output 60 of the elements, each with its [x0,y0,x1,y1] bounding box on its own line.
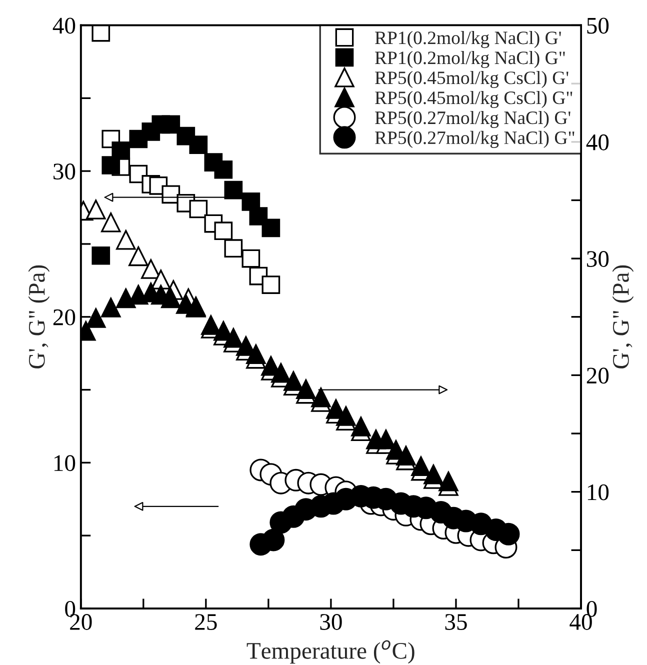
legend-label: RP1(0.2mol/kg NaCl) G' [375,31,561,48]
point [224,328,244,348]
point [396,446,416,466]
point [242,249,260,268]
point [262,276,280,294]
point [438,471,458,492]
point [214,222,233,240]
point [189,200,208,218]
x-tick-label: 35 [445,614,467,630]
x-axis-title: Temperature ($^{o}$C) [246,640,414,664]
point [311,387,331,408]
point [92,246,110,265]
point [116,288,136,308]
x-tick-label: 30 [320,614,342,630]
point [162,115,180,134]
y-tick-label: 40 [52,18,76,34]
point [271,362,291,383]
legend-label: RP5(0.27mol/kg NaCl) G' [375,110,570,128]
y2-tick-label: 20 [586,368,609,384]
point [112,141,130,160]
point [224,239,243,258]
x-tick-label: 25 [195,614,217,630]
point [86,308,106,328]
point [497,522,520,546]
point [92,25,110,42]
y2-tick-label: 30 [586,251,609,267]
point [161,288,181,308]
point [102,156,120,174]
y-tick-label: 30 [54,164,76,180]
legend-label: RP5(0.27mol/kg NaCl) G" [375,130,574,148]
point [86,200,106,220]
point [128,246,148,266]
y-tick-label: 10 [54,455,76,472]
point [189,136,208,154]
y2-tick-label: 40 [586,134,609,150]
point [101,212,121,232]
point [101,298,121,318]
point [376,429,396,450]
y2-tick-label: 10 [588,484,609,500]
point [284,371,304,391]
point [116,230,136,250]
point [424,464,444,484]
point [201,315,221,335]
y2-tick-label: 50 [587,18,609,34]
point [336,406,356,426]
y-axis-title: G', G" (Pa) [28,265,50,368]
point [224,180,243,200]
point [262,218,280,238]
point [411,456,431,476]
point [214,160,233,179]
point [246,344,266,364]
point [262,528,285,552]
y2-axis-title: G', G" (Pa) [612,265,634,368]
point [351,416,371,436]
point [186,298,206,318]
legend-label: RP5(0.45mol/kg CsCl) G' [375,70,568,88]
legend-label: RP5(0.45mol/kg CsCl) G" [375,90,572,108]
point [296,379,316,400]
y-tick-label: 20 [53,309,76,326]
legend-label: RP1(0.2mol/kg NaCl) G" [375,50,565,68]
